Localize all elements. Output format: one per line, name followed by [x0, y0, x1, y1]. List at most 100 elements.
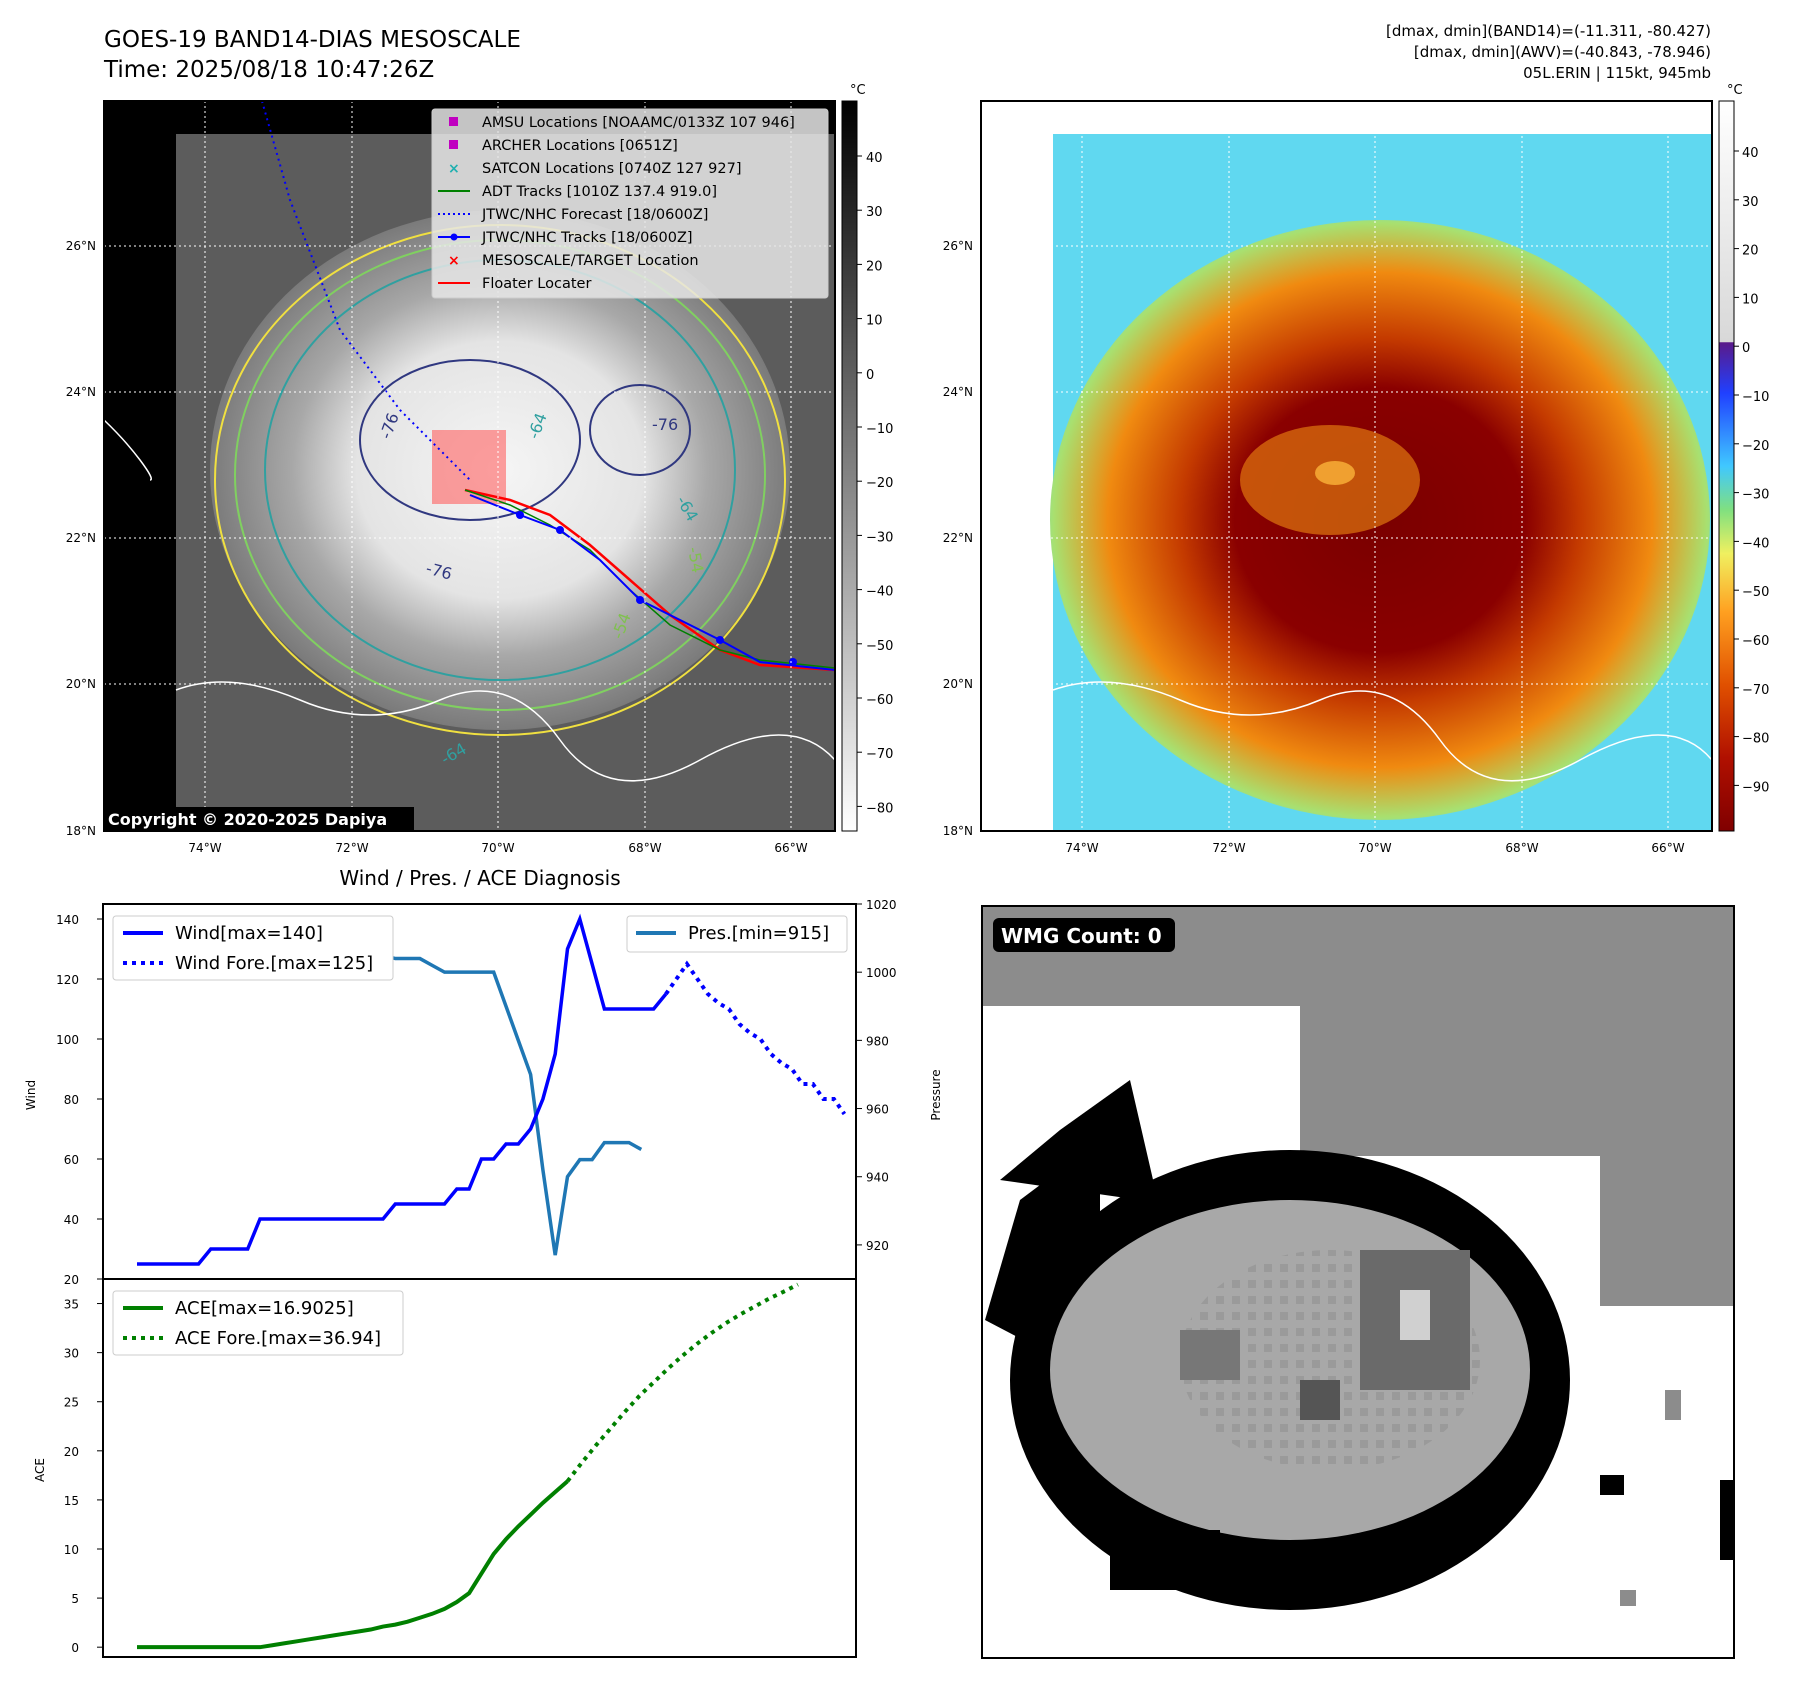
- legend-square-marker: [449, 117, 458, 126]
- colorbar-tick-label: 20: [1742, 244, 1759, 259]
- y-tick-label: 120: [56, 973, 79, 987]
- wind-pressure-chart: 20 40 60 80 100 120 140 920 940 960 980 1000 1020 Wi…: [56, 898, 896, 1287]
- y-tick-label: 80: [64, 1093, 79, 1107]
- y-tick-label: 35: [64, 1298, 79, 1312]
- colorbar-tick-label: −50: [1742, 585, 1769, 600]
- colorbar-tick-label: 0: [1742, 341, 1750, 356]
- color-colorbar: 40 30 20 10 0 −10 −20 −30 −40 −50 −60 −70 −80 −90: [1718, 100, 1769, 832]
- legend-label: Wind[max=140]: [175, 923, 323, 944]
- colorbar-tick-label: −60: [1742, 634, 1769, 649]
- colorbar-tick-label: −50: [866, 639, 893, 654]
- legend-label: ACE Fore.[max=36.94]: [175, 1328, 381, 1349]
- colorbar-tick-label: −20: [1742, 439, 1769, 454]
- legend-label: AMSU Locations [NOAAMC/0133Z 107 946]: [482, 115, 795, 131]
- y-tick-label: 20: [64, 1445, 79, 1459]
- colorbar-tick-label: −70: [866, 747, 893, 762]
- colorbar-tick-label: −10: [1742, 390, 1769, 405]
- colorbar-tick-label: −80: [1742, 732, 1769, 747]
- legend-entry: JTWC/NHC Tracks [18/0600Z]: [438, 230, 693, 246]
- legend-label: ADT Tracks [1010Z 137.4 919.0]: [482, 184, 717, 200]
- colorbar-tick-label: −30: [866, 530, 893, 545]
- legend-x-marker: ×: [448, 253, 460, 269]
- colorbar-tick-label: 30: [866, 205, 883, 220]
- wind-ylabel: Wind: [24, 1080, 38, 1110]
- legend-label: JTWC/NHC Forecast [18/0600Z]: [481, 207, 708, 223]
- y2-tick-label: 940: [866, 1171, 889, 1185]
- legend-label: ARCHER Locations [0651Z]: [482, 138, 678, 154]
- lon-label: 74°W: [1065, 841, 1098, 855]
- wind-legend-box: [112, 915, 394, 981]
- legend-dot-marker: [450, 233, 458, 241]
- legend-label: SATCON Locations [0740Z 127 927]: [482, 161, 741, 177]
- ace-ylabel: ACE: [33, 1458, 47, 1482]
- dmax-band14: [dmax, dmin](BAND14)=(-11.311, -80.427): [1386, 22, 1711, 40]
- gray-ir-map: -76 -76 -76 -64 -64 -64 -54 -54 AMSU Loc…: [103, 100, 836, 832]
- colorbar-tick-label: 40: [866, 151, 883, 166]
- legend-label: JTWC/NHC Tracks [18/0600Z]: [481, 230, 693, 246]
- ace-legend-box: [112, 1290, 404, 1356]
- lat-label: 18°N: [66, 824, 96, 838]
- colorbar-tick-label: 40: [1742, 146, 1759, 161]
- lat-label: 20°N: [66, 677, 96, 691]
- y2-tick-label: 980: [866, 1034, 889, 1048]
- lon-label: 66°W: [774, 841, 807, 855]
- lat-label: 24°N: [66, 385, 96, 399]
- wmg-count-badge: WMG Count: 0: [1001, 924, 1162, 948]
- figure-time: Time: 2025/08/18 10:47:26Z: [104, 57, 435, 83]
- colorbar-tick-label: −10: [866, 422, 893, 437]
- y2-tick-label: 1020: [866, 898, 897, 912]
- legend-entry: × MESOSCALE/TARGET Location: [448, 253, 699, 269]
- colorbar-tick-label: −20: [866, 476, 893, 491]
- legend-label: ACE[max=16.9025]: [175, 1298, 354, 1319]
- legend-label: Pres.[min=915]: [688, 923, 829, 944]
- map-legend: AMSU Locations [NOAAMC/0133Z 107 946] ARC…: [431, 108, 829, 299]
- copyright-text: Copyright © 2020-2025 Dapiya: [108, 810, 387, 829]
- y2-tick-label: 960: [866, 1103, 889, 1117]
- dmax-awv: [dmax, dmin](AWV)=(-40.843, -78.946): [1413, 43, 1711, 61]
- y-tick-label: 0: [71, 1641, 79, 1655]
- lon-label: 68°W: [1505, 841, 1538, 855]
- legend-label: Wind Fore.[max=125]: [175, 953, 373, 974]
- y-tick-label: 25: [64, 1396, 79, 1410]
- colorbar-tick-label: −70: [1742, 683, 1769, 698]
- colorbar-tick-label: 20: [866, 259, 883, 274]
- diagnosis-title: Wind / Pres. / ACE Diagnosis: [339, 866, 620, 890]
- y-tick-label: 20: [64, 1273, 79, 1287]
- y-tick-label: 5: [71, 1592, 79, 1606]
- y-tick-label: 100: [56, 1033, 79, 1047]
- y2-tick-label: 920: [866, 1239, 889, 1253]
- y-tick-label: 15: [64, 1494, 79, 1508]
- lon-label: 74°W: [188, 841, 221, 855]
- legend-entry: ARCHER Locations [0651Z]: [449, 138, 678, 154]
- legend-square-marker: [449, 140, 458, 149]
- colorbar-tick-label: −80: [866, 801, 893, 816]
- ace-series-line: [137, 1479, 569, 1650]
- wmg-panel: [981, 905, 1735, 1659]
- lat-label: 24°N: [943, 385, 973, 399]
- contour-label: -76: [652, 415, 678, 434]
- colorbar-tick-label: −40: [866, 585, 893, 600]
- y-tick-label: 30: [64, 1347, 79, 1361]
- lon-label: 70°W: [481, 841, 514, 855]
- legend-entry: JTWC/NHC Forecast [18/0600Z]: [438, 207, 708, 223]
- legend-x-marker: ×: [448, 161, 460, 177]
- lat-label: 22°N: [66, 531, 96, 545]
- lat-label: 22°N: [943, 531, 973, 545]
- pressure-ylabel: Pressure: [929, 1069, 943, 1120]
- y-tick-label: 40: [64, 1213, 79, 1227]
- y-tick-label: 10: [64, 1543, 79, 1557]
- lon-label: 70°W: [1358, 841, 1391, 855]
- gray-colorbar-unit: °C: [850, 83, 866, 98]
- pressure-legend-box: [626, 915, 848, 953]
- figure-title: GOES-19 BAND14-DIAS MESOSCALE: [104, 27, 521, 53]
- colorbar-tick-label: −30: [1742, 488, 1769, 503]
- legend-label: Floater Locater: [482, 276, 591, 292]
- legend-entry: × SATCON Locations [0740Z 127 927]: [448, 161, 741, 177]
- colorbar-tick-label: 10: [1742, 292, 1759, 307]
- colorbar-tick-label: 0: [866, 368, 874, 383]
- color-ir-map: [980, 100, 1713, 832]
- legend-entry: Floater Locater: [438, 276, 591, 292]
- lat-label: 26°N: [943, 239, 973, 253]
- contour-label: -54: [684, 545, 707, 574]
- ace-chart: 0 5 10 15 20 25 30 35 ACE[max=16.9025] ACE Fore.…: [64, 1278, 857, 1658]
